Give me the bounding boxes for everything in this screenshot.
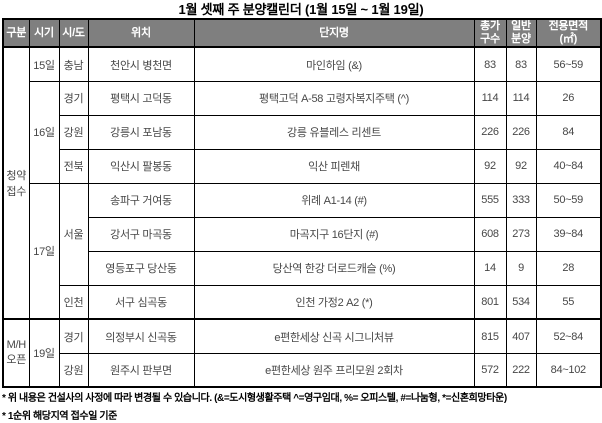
col-header-general-sale: 일반 분양 [505,18,537,49]
cell-total-units: 572 [473,352,507,388]
cell-total-units: 83 [473,46,507,82]
table-row: 전북 익산시 팔봉동 익산 피렌채 92 92 40~84 [3,148,602,184]
col-header-location: 위치 [87,18,195,49]
cell-complex-name: 평택고덕 A-58 고령자복지주택 (^) [193,80,475,116]
footnotes: * 위 내용은 건설사의 사정에 따라 변경될 수 있습니다. (&=도시형생활… [2,393,602,423]
cell-location: 원주시 판부면 [87,352,195,388]
cell-province: 강원 [58,352,89,388]
table-row: M/H 오픈 19일 경기 의정부시 신곡동 e편한세상 신곡 시그니처뷰 81… [2,318,602,388]
cell-section-label: 청약 접수 [2,46,30,320]
cell-general-sale: 222 [505,352,537,388]
cell-area: 52~84 [535,318,602,354]
header-row: 구분 시기 시/도 위치 단지명 총가 구수 일반 분양 전용면적 (㎡) [2,18,602,49]
cell-general-sale: 333 [505,182,537,218]
cell-location: 강서구 마곡동 [87,216,195,252]
cell-province: 인천 [58,284,89,320]
cell-general-sale: 92 [505,148,537,184]
cell-province: 경기 [58,80,89,116]
col-header-exclusive-area: 전용면적 (㎡) [535,18,602,49]
cell-province: 강원 [58,114,89,150]
cell-province: 충남 [58,46,89,82]
cell-total-units: 114 [473,80,507,116]
col-header-category: 구분 [2,18,30,49]
cell-location: 서구 심곡동 [87,284,195,320]
cell-complex-name: e편한세상 신곡 시그니처뷰 [193,318,475,354]
cell-location: 평택시 고덕동 [87,80,195,116]
cell-day: 17일 [28,182,60,320]
table-row: 16일 경기 평택시 고덕동 평택고덕 A-58 고령자복지주택 (^) 114… [3,80,602,184]
table-row: 강서구 마곡동 마곡지구 16단지 (#) 608 273 39~84 [3,216,602,252]
cell-complex-name: 인천 가정2 A2 (*) [193,284,475,320]
cell-area: 40~84 [535,148,602,184]
cell-area: 50~59 [535,182,602,218]
cell-location: 천안시 병천면 [87,46,195,82]
col-header-province: 시/도 [58,18,89,49]
subscription-calendar-table: 구분 시기 시/도 위치 단지명 총가 구수 일반 분양 전용면적 (㎡) 청약… [2,18,602,389]
cell-general-sale: 83 [505,46,537,82]
cell-area: 28 [535,250,602,286]
col-header-complex-name: 단지명 [193,18,475,49]
cell-area: 84~102 [535,352,602,388]
page-title: 1월 셋째 주 분양캘린더 (1월 15일 ~ 1월 19일) [178,2,424,17]
cell-general-sale: 273 [505,216,537,252]
cell-complex-name: 마인하임 (&) [193,46,475,82]
cell-location: 영등포구 당산동 [87,250,195,286]
cell-section-label: M/H 오픈 [2,318,30,388]
cell-complex-name: 위례 A1-14 (#) [193,182,475,218]
cell-general-sale: 407 [505,318,537,354]
cell-general-sale: 534 [505,284,537,320]
cell-province: 경기 [58,318,89,354]
cell-area: 84 [535,114,602,150]
cell-province: 전북 [58,148,89,184]
cell-complex-name: 마곡지구 16단지 (#) [193,216,475,252]
col-header-date: 시기 [28,18,60,49]
table-row: 영등포구 당산동 당산역 한강 더로드캐슬 (%) 14 9 28 [3,250,602,286]
cell-area: 56~59 [535,46,602,82]
cell-complex-name: 강릉 유블레스 리센트 [193,114,475,150]
cell-total-units: 815 [473,318,507,354]
cell-general-sale: 114 [505,80,537,116]
col-header-total-units: 총가 구수 [473,18,507,49]
table-row: 17일 서울 송파구 거여동 위례 A1-14 (#) 555 333 50~5… [3,182,602,320]
cell-total-units: 14 [473,250,507,286]
cell-area: 26 [535,80,602,116]
cell-area: 55 [535,284,602,320]
table-row: 인천 서구 심곡동 인천 가정2 A2 (*) 801 534 55 [3,284,602,320]
cell-location: 송파구 거여동 [87,182,195,218]
cell-total-units: 801 [473,284,507,320]
cell-day: 16일 [28,80,60,184]
cell-general-sale: 9 [505,250,537,286]
footnote-basis: * 1순위 해당지역 접수일 기준 [2,411,117,423]
cell-area: 39~84 [535,216,602,252]
cell-complex-name: e편한세상 원주 프리모원 2회차 [193,352,475,388]
cell-general-sale: 226 [505,114,537,150]
table-row: 강원 강릉시 포남동 강릉 유블레스 리센트 226 226 84 [3,114,602,150]
table-row: 강원 원주시 판부면 e편한세상 원주 프리모원 2회차 572 222 84~… [3,352,602,388]
cell-location: 강릉시 포남동 [87,114,195,150]
cell-complex-name: 당산역 한강 더로드캐슬 (%) [193,250,475,286]
cell-day: 19일 [28,318,60,388]
cell-location: 익산시 팔봉동 [87,148,195,184]
cell-day: 15일 [28,46,60,82]
cell-total-units: 608 [473,216,507,252]
cell-province: 서울 [58,182,89,286]
cell-location: 의정부시 신곡동 [87,318,195,354]
cell-total-units: 92 [473,148,507,184]
cell-total-units: 555 [473,182,507,218]
footnote-legend: * 위 내용은 건설사의 사정에 따라 변경될 수 있습니다. (&=도시형생활… [2,393,507,405]
table-row: 청약 접수 15일 충남 천안시 병천면 마인하임 (&) 83 83 56~5… [2,46,602,320]
cell-total-units: 226 [473,114,507,150]
cell-complex-name: 익산 피렌채 [193,148,475,184]
